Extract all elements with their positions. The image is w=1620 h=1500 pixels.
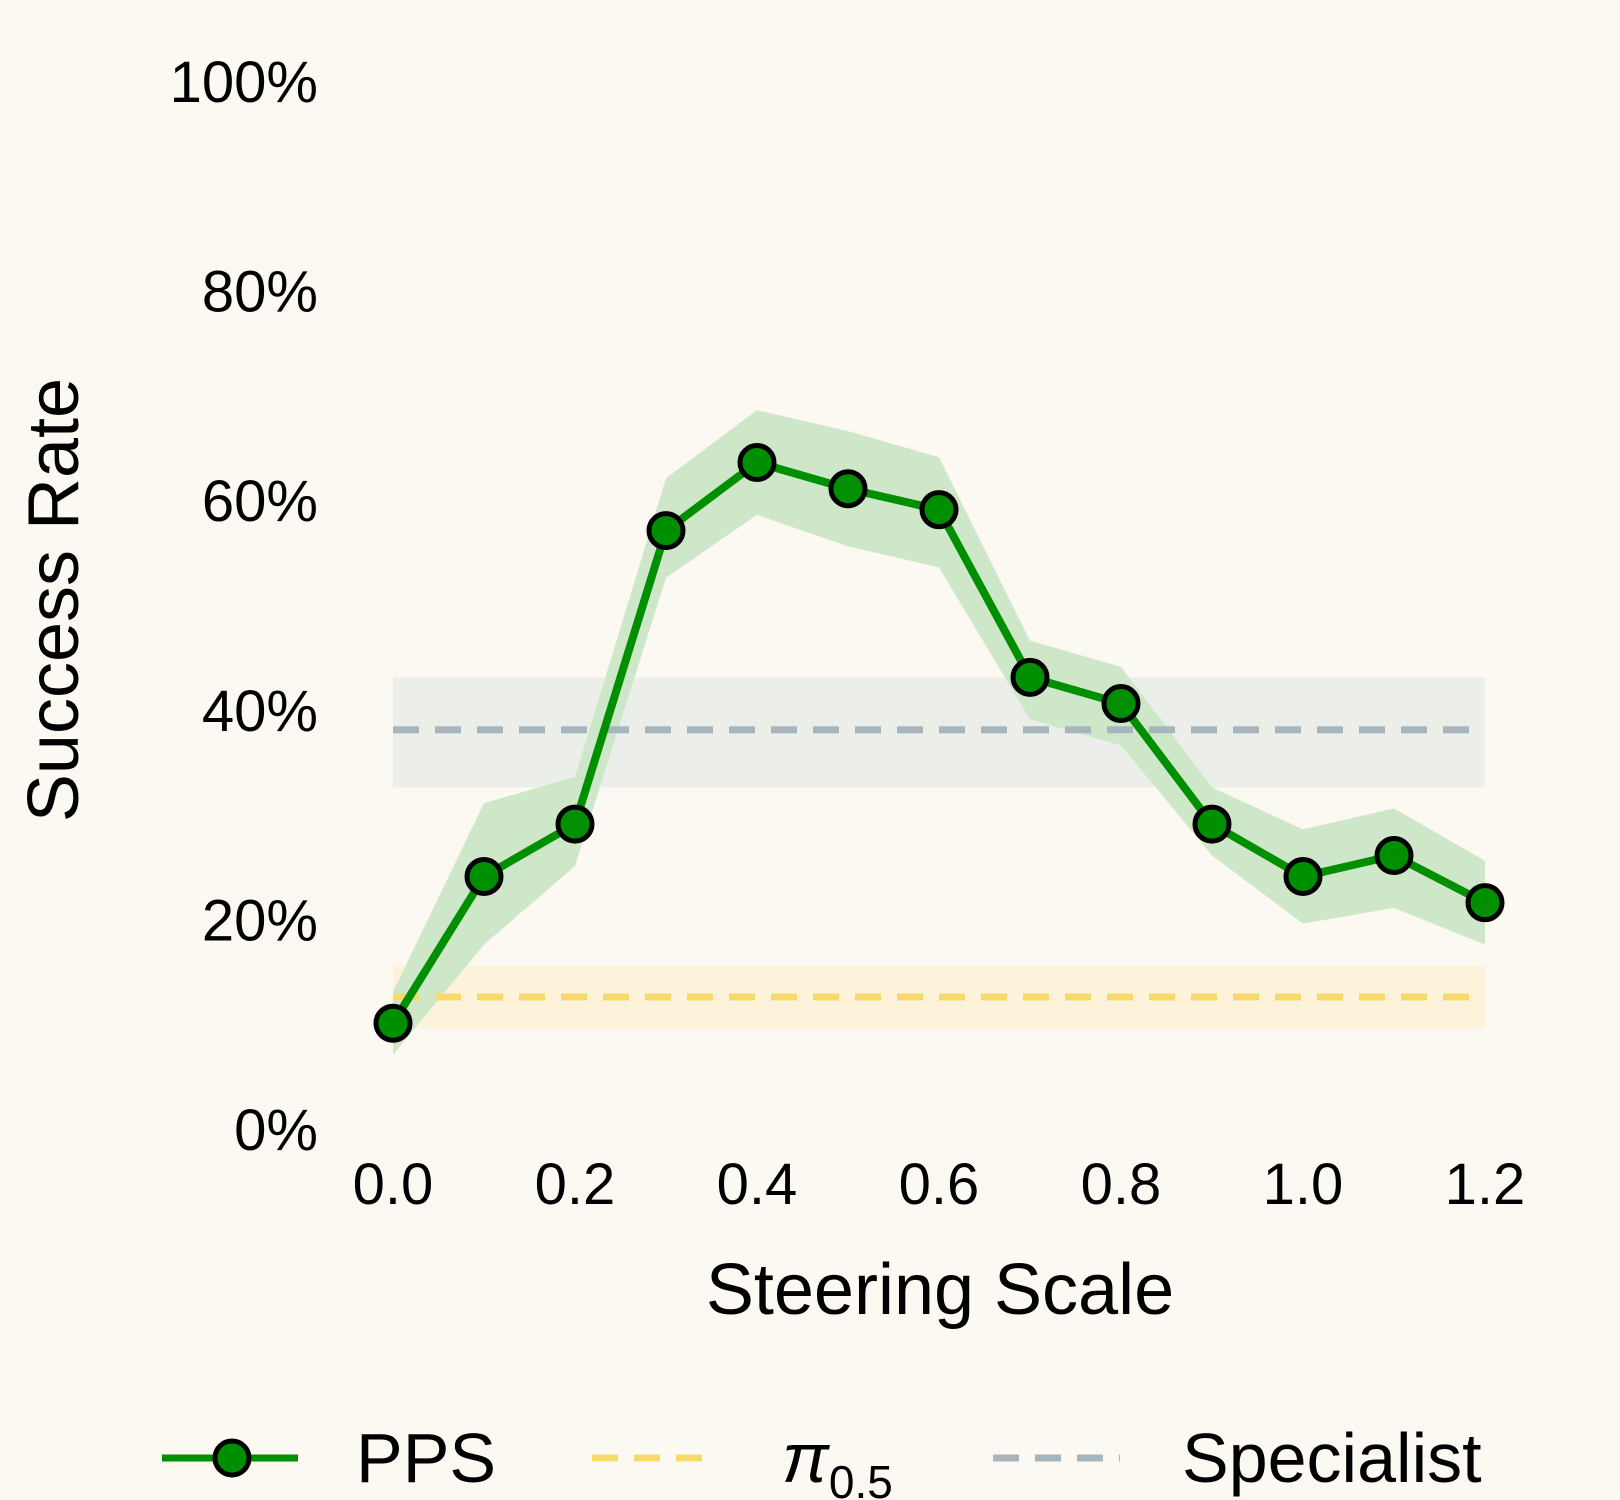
legend: PPS π0.5 Specialist (162, 1419, 1482, 1500)
pps-point (373, 1003, 413, 1043)
y-axis-ticks: 0% 20% 40% 60% 80% 100% (170, 50, 318, 1163)
pps-point (1192, 804, 1232, 844)
y-tick-label: 40% (202, 679, 318, 744)
legend-pps-marker (212, 1438, 252, 1478)
x-tick-label: 0.6 (899, 1152, 980, 1217)
pps-point (919, 490, 959, 530)
pps-point (464, 856, 504, 896)
x-tick-label: 0.2 (535, 1152, 616, 1217)
pps-point (737, 443, 777, 483)
pps-point (1283, 856, 1323, 896)
y-axis-label: Success Rate (14, 378, 94, 822)
legend-pi-symbol: π (782, 1419, 830, 1497)
pps-point (1101, 684, 1141, 724)
x-axis-label: Steering Scale (706, 1250, 1174, 1330)
legend-pi-subscript: 0.5 (829, 1456, 893, 1500)
pps-band (393, 410, 1485, 1055)
pps-point (646, 511, 686, 551)
pps-point (828, 469, 868, 509)
pps-point (1010, 657, 1050, 697)
y-tick-label: 80% (202, 260, 318, 325)
x-tick-label: 1.0 (1263, 1152, 1344, 1217)
x-tick-label: 0.8 (1081, 1152, 1162, 1217)
x-axis-ticks: 0.0 0.2 0.4 0.6 0.8 1.0 1.2 (353, 1152, 1526, 1217)
y-tick-label: 20% (202, 888, 318, 953)
x-tick-label: 0.0 (353, 1152, 434, 1217)
pps-point (1374, 836, 1414, 876)
pps-point (555, 804, 595, 844)
legend-specialist-label: Specialist (1182, 1419, 1482, 1497)
pps-series (373, 443, 1505, 1043)
reference-lines (393, 726, 1485, 1001)
legend-pps-label: PPS (356, 1419, 496, 1497)
y-tick-label: 100% (170, 50, 318, 115)
x-tick-label: 1.2 (1445, 1152, 1526, 1217)
y-tick-label: 60% (202, 469, 318, 534)
legend-pi-label: π0.5 (782, 1419, 893, 1500)
x-tick-label: 0.4 (717, 1152, 798, 1217)
pps-point (1465, 883, 1505, 923)
y-tick-label: 0% (234, 1098, 318, 1163)
